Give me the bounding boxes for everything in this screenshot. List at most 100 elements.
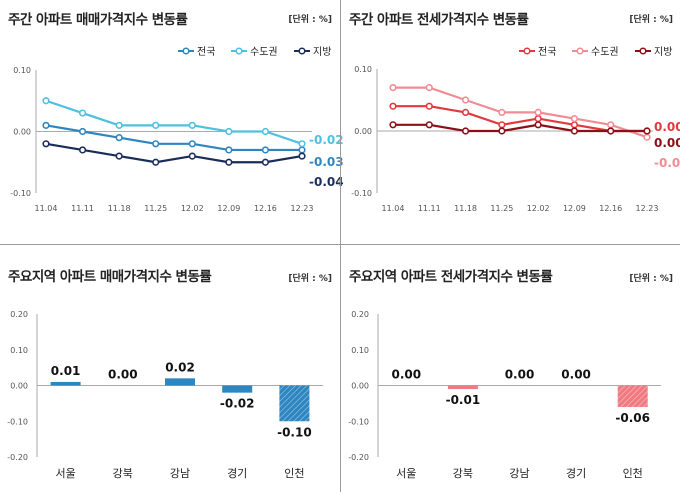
data-point: [534, 108, 542, 116]
end-value-label: 0.00: [654, 136, 680, 150]
data-point: [188, 121, 196, 129]
data-point: [570, 121, 579, 129]
x-tick-label: 12.02: [181, 204, 204, 213]
series-line-수도권: [45, 99, 303, 145]
x-tick-label: 11.25: [144, 204, 167, 213]
data-point: [42, 140, 50, 148]
legend-entry: 수도권: [591, 46, 619, 58]
data-point: [225, 158, 233, 166]
unit-label: [단위 : %]: [629, 274, 673, 284]
legend-entry: 지방: [313, 46, 331, 58]
data-point: [298, 152, 306, 160]
end-value-label: -0.03: [309, 155, 344, 169]
divider-vertical: [340, 0, 341, 492]
data-point: [389, 121, 397, 129]
y-tick-label: 0.10: [354, 65, 372, 74]
data-point: [188, 140, 196, 148]
y-tick-label: 0.10: [13, 66, 31, 75]
x-tick-label: 12.23: [636, 204, 659, 213]
jeonse-bar-chart: 0.20 0.10 0.00 -0.10 -0.20 0.00 서울 -0.01 강북 0.00 강…: [348, 310, 661, 480]
data-point: [607, 121, 615, 129]
bar-value-label: -0.01: [446, 393, 481, 407]
bar-value-label: 0.00: [505, 368, 535, 382]
y-tick-label: 0.10: [351, 346, 369, 355]
panel-jeonse-weekly: 주간 아파트 전세가격지수 변동률 [단위 : %] 0.10 0.00 -0.10…: [341, 0, 680, 246]
legend-entry: 전국: [197, 46, 215, 58]
data-point: [425, 102, 433, 110]
panel-sale-weekly: 주간 아파트 매매가격지수 변동률 [단위 : %] 0.10 0.00 -0.10…: [0, 0, 344, 246]
end-value-label: -0.04: [309, 175, 344, 189]
data-point: [225, 146, 233, 154]
legend-entry: 수도권: [250, 46, 278, 58]
data-point: [534, 121, 542, 129]
y-tick-label: -0.10: [351, 189, 372, 198]
category-label: 강남: [170, 467, 190, 480]
y-tick-label: 0.20: [10, 310, 28, 319]
y-tick-label: 0.10: [10, 346, 28, 355]
data-point: [461, 108, 470, 116]
y-tick-label: -0.10: [7, 417, 28, 426]
data-point: [461, 96, 470, 104]
series-line-수도권: [393, 86, 648, 139]
category-label: 강북: [113, 467, 133, 480]
bar-value-label: 0.00: [391, 368, 421, 382]
data-point: [570, 114, 579, 123]
x-tick-label: 12.09: [217, 204, 240, 213]
chart-title: 주요지역 아파트 매매가격지수 변동률: [8, 269, 212, 285]
bar-인천: [617, 385, 648, 407]
bar-value-label: 0.02: [165, 360, 195, 374]
data-point: [643, 127, 651, 135]
y-tick-label: -0.20: [7, 453, 28, 462]
x-tick-label: 12.02: [527, 204, 550, 213]
data-point: [570, 127, 579, 135]
y-tick-label: 0.20: [351, 310, 369, 319]
bar-value-label: 0.01: [51, 364, 81, 378]
data-point: [78, 127, 87, 136]
data-point: [261, 158, 270, 166]
data-point: [152, 158, 160, 166]
bar-value-label: 0.00: [561, 368, 591, 382]
category-label: 인천: [623, 466, 643, 480]
x-tick-label: 11.18: [108, 204, 131, 213]
category-label: 경기: [566, 467, 586, 480]
x-tick-label: 11.04: [35, 204, 58, 213]
data-point: [607, 127, 615, 135]
x-tick-label: 11.25: [490, 204, 513, 213]
sale-line-chart: 0.10 0.00 -0.10 11.04 11.11 11.18 11.25 12.02 12…: [10, 46, 343, 213]
data-point: [42, 97, 50, 105]
bar-value-label: -0.02: [220, 397, 255, 411]
data-point: [78, 109, 87, 117]
data-point: [78, 146, 87, 154]
data-point: [261, 146, 270, 154]
unit-label: [단위 : %]: [288, 274, 332, 284]
legend-marker: [576, 47, 584, 55]
category-label: 인천: [284, 466, 304, 480]
category-label: 강남: [509, 467, 529, 480]
data-point: [42, 121, 50, 129]
x-tick-label: 11.18: [454, 204, 477, 213]
y-tick-label: 0.00: [10, 382, 28, 391]
legend-marker: [639, 47, 647, 55]
data-point: [115, 152, 123, 160]
unit-label: [단위 : %]: [629, 15, 673, 25]
series-line-지방: [393, 123, 647, 133]
category-label: 서울: [396, 467, 416, 480]
data-point: [298, 146, 306, 154]
category-label: 경기: [227, 467, 247, 480]
jeonse-line-chart: 0.10 0.00 -0.10 11.04 11.11 11.18 11.25 12.02 12…: [351, 46, 680, 213]
y-tick-label: -0.10: [10, 189, 31, 198]
bar-경기: [222, 385, 253, 393]
data-point: [152, 121, 160, 129]
end-value-label: -0.02: [309, 133, 344, 147]
x-tick-label: 12.09: [563, 204, 586, 213]
legend-marker: [182, 47, 190, 55]
data-point: [389, 83, 397, 92]
y-tick-label: 0.00: [351, 382, 369, 391]
bar-value-label: 0.00: [108, 368, 138, 382]
bar-서울: [50, 381, 81, 386]
data-point: [425, 121, 433, 129]
bar-강남: [165, 378, 195, 386]
y-tick-label: 0.00: [13, 128, 31, 137]
bar-value-label: -0.10: [277, 425, 312, 439]
